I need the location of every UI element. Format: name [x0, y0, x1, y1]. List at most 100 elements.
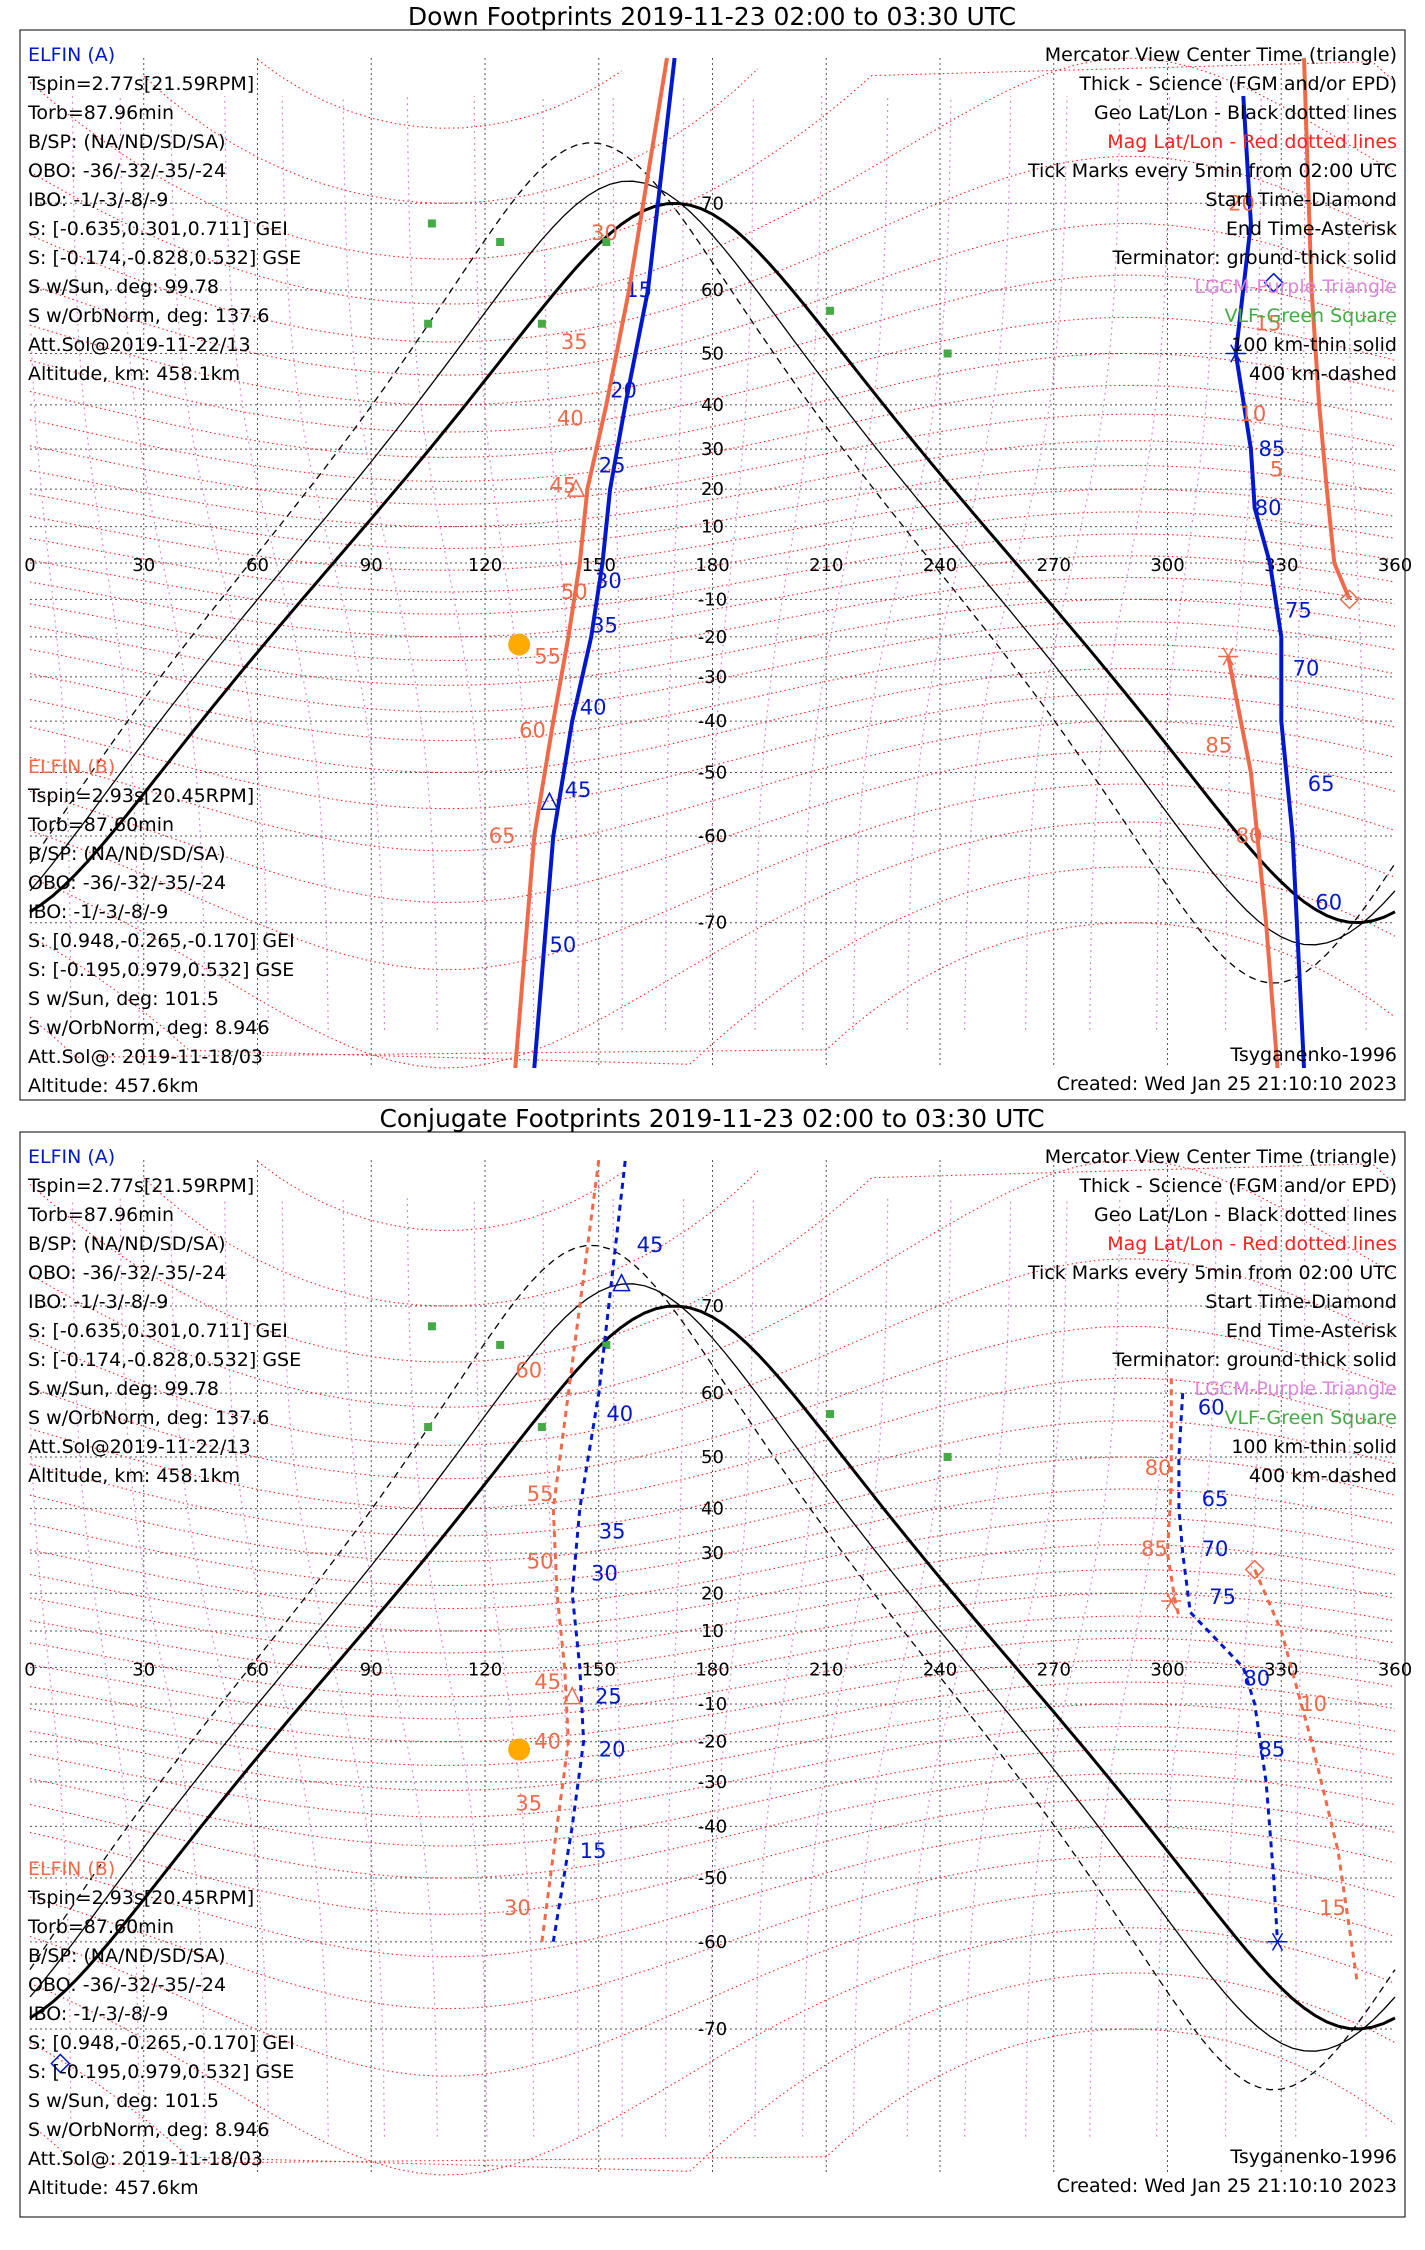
footprint-track — [1233, 95, 1306, 1069]
lat-tick-label: 30 — [701, 439, 724, 460]
track-tick-label: 70 — [1202, 1537, 1229, 1561]
track-tick-label: 45 — [565, 778, 592, 802]
lon-tick-label: 0 — [24, 555, 35, 576]
track-tick-label: 65 — [1202, 1487, 1229, 1511]
terminator-100km — [29, 180, 1396, 946]
footprint-track — [1302, 57, 1352, 601]
legend-line: LGCM-Purple Triangle — [1195, 276, 1398, 298]
lon-tick-label: 120 — [468, 1660, 502, 1681]
legend-line: VLF-Green Square — [1224, 1407, 1397, 1429]
track-tick-label: 60 — [515, 1358, 542, 1382]
vlf-square — [496, 1340, 505, 1349]
track-tick-label: 35 — [599, 1520, 626, 1544]
elfin-a-info-line: S w/OrbNorm, deg: 137.6 — [28, 1407, 269, 1429]
mag-meridian — [852, 95, 952, 1031]
mag-meridian — [1156, 95, 1217, 1031]
track-tick-label: 40 — [606, 1402, 633, 1426]
mag-parallel — [29, 1749, 1396, 1847]
elfin-b-info-line: Altitude: 457.6km — [28, 1075, 199, 1097]
track-tick-label: 30 — [591, 1562, 618, 1586]
lat-tick-label: -20 — [698, 1732, 727, 1753]
mag-meridian — [170, 95, 269, 1031]
legend-line: 100 km-thin solid — [1231, 1436, 1397, 1458]
elfin-b-info-line: Torb=87.60min — [27, 1916, 174, 1938]
mag-meridian — [281, 95, 386, 1031]
mag-meridian — [119, 1198, 206, 2137]
mag-meridian — [473, 1198, 535, 2137]
lat-tick-label: 50 — [701, 1447, 724, 1468]
elfin-a-info-line: IBO: -1/-3/-8/-9 — [28, 1291, 168, 1313]
mag-meridian — [802, 1198, 889, 2137]
track-tick-label: 5 — [1270, 458, 1283, 482]
vlf-square — [826, 1410, 835, 1419]
vlf-square — [424, 319, 433, 328]
footprint-track — [1253, 1568, 1359, 1982]
track-tick-label: 55 — [534, 644, 561, 668]
elfin-a-info-line: IBO: -1/-3/-8/-9 — [28, 189, 168, 211]
lon-tick-label: 90 — [360, 555, 383, 576]
mag-meridian — [406, 1198, 488, 2137]
footprint-track — [551, 1159, 627, 1943]
elfin-b-info-line: B/SP: (NA/ND/SD/SA) — [28, 843, 226, 865]
track-tick-label: 30 — [504, 1896, 531, 1920]
mag-meridian — [906, 1198, 1012, 2137]
track-tick-label: 60 — [1198, 1395, 1225, 1419]
mag-meridian — [281, 1198, 386, 2137]
sun-marker — [508, 633, 531, 656]
mag-parallel — [29, 1159, 1396, 1408]
vlf-square — [424, 1423, 433, 1432]
elfin-b-info-line: S: [-0.195,0.979,0.532] GSE — [28, 2061, 294, 2083]
mag-parallel — [29, 511, 1396, 593]
elfin-a-info-line: S: [-0.174,-0.828,0.532] GSE — [28, 247, 301, 269]
footprint-track — [1177, 1393, 1279, 1942]
lat-tick-label: -30 — [698, 1772, 727, 1793]
mag-meridian — [1347, 1198, 1367, 2137]
mag-meridian — [612, 1198, 623, 2137]
track-tick-label: 55 — [527, 1482, 554, 1506]
mag-parallel — [29, 668, 1396, 774]
start-time-diamond — [1339, 589, 1360, 610]
lat-tick-label: 20 — [701, 479, 724, 500]
mag-meridian — [754, 95, 823, 1031]
elfin-b-title: ELFIN (B) — [28, 756, 115, 778]
vlf-square — [602, 238, 611, 247]
lat-tick-label: -60 — [698, 826, 727, 847]
legend-line: Mag Lat/Lon - Red dotted lines — [1107, 1233, 1397, 1255]
mag-meridian — [542, 1198, 580, 2137]
elfin-a-info-line: Torb=87.96min — [27, 1204, 174, 1226]
legend-line: Start Time-Diamond — [1205, 189, 1397, 211]
legend-line: VLF-Green Square — [1224, 305, 1397, 327]
track-tick-label: 85 — [1259, 1738, 1286, 1762]
mag-parallel — [143, 68, 759, 204]
track-tick-label: 85 — [1205, 734, 1232, 758]
mag-parallel — [257, 59, 622, 129]
vlf-square — [943, 349, 952, 358]
elfin-a-info-line: Altitude, km: 458.1km — [28, 1465, 240, 1487]
mag-parallel — [29, 413, 1396, 505]
mag-meridian — [1089, 95, 1170, 1031]
mag-meridian — [1156, 1198, 1217, 2137]
legend-line: Geo Lat/Lon - Black dotted lines — [1094, 102, 1397, 124]
lat-tick-label: -40 — [698, 711, 727, 732]
mag-parallel — [29, 1659, 1396, 1743]
mag-parallel — [29, 1703, 1396, 1791]
track-tick-label: 35 — [515, 1791, 542, 1815]
elfin-b-info-line: Att.Sol@: 2019-11-18/03 — [28, 2148, 263, 2170]
lon-tick-label: 60 — [246, 555, 269, 576]
lat-tick-label: -50 — [698, 763, 727, 784]
lon-tick-label: 270 — [1037, 555, 1071, 576]
start-time-diamond — [50, 2053, 71, 2074]
mag-parallel — [29, 1773, 1396, 1879]
elfin-a-info-line: Torb=87.96min — [27, 102, 174, 124]
center-time-triangle — [612, 1272, 631, 1292]
footprint-track — [1226, 656, 1280, 1069]
mag-parallel — [29, 1889, 1396, 2077]
mag-meridian — [708, 1198, 754, 2137]
plot-title: Down Footprints 2019-11-23 02:00 to 03:3… — [408, 2, 1016, 31]
conjugate-footprints-panel: Conjugate Footprints 2019-11-23 02:00 to… — [19, 1104, 1412, 2218]
mag-parallel — [29, 1972, 1396, 2172]
legend-line: Terminator: ground-thick solid — [1112, 1349, 1398, 1371]
lat-tick-label: 40 — [701, 1499, 724, 1520]
center-time-triangle — [562, 1686, 582, 1705]
